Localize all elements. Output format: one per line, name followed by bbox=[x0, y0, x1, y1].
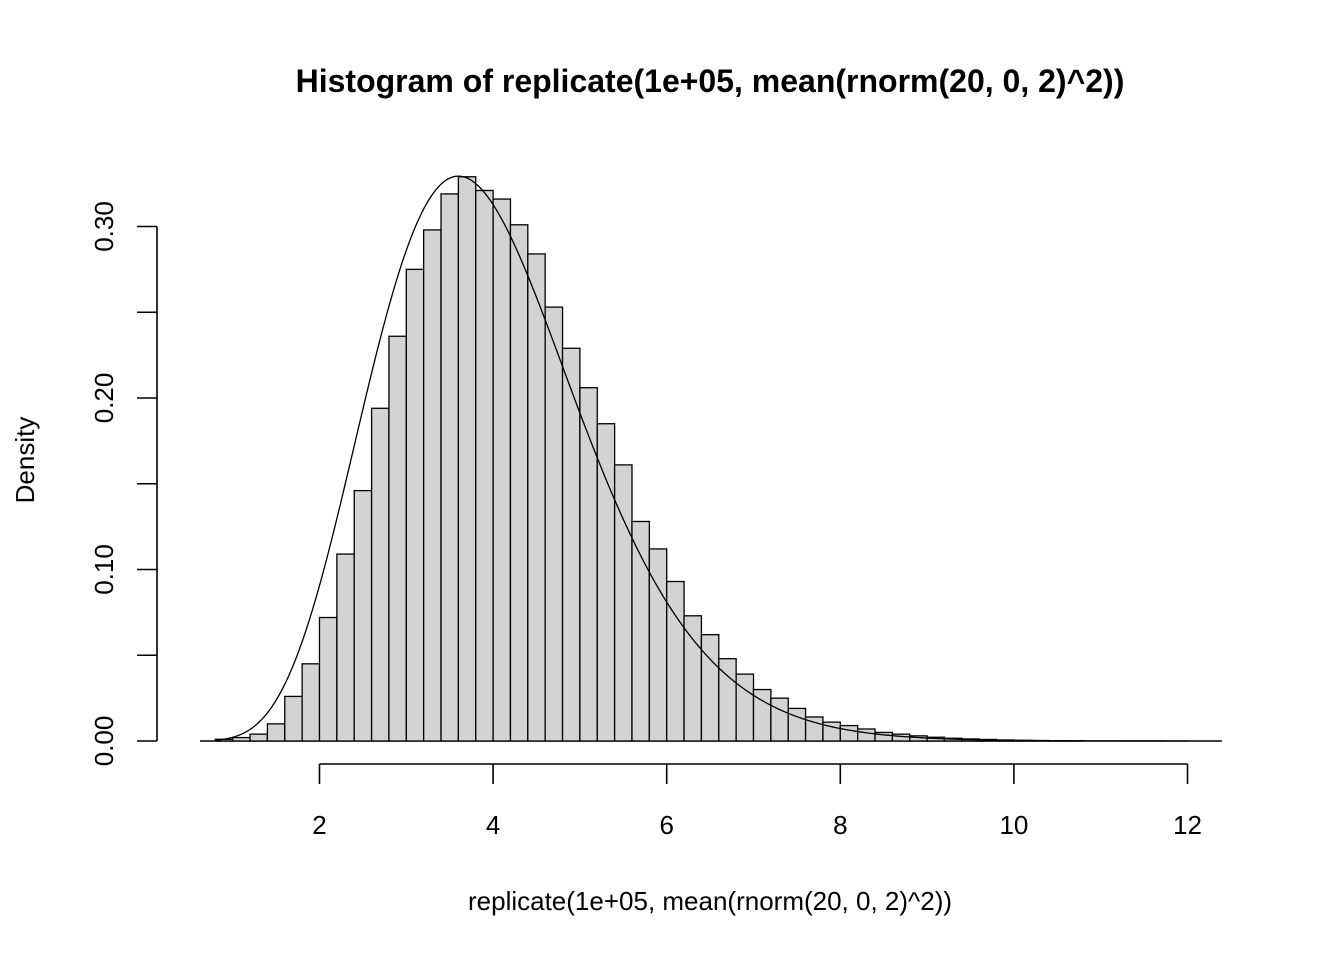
x-tick-label: 6 bbox=[659, 810, 673, 840]
histogram-bar bbox=[735, 673, 755, 742]
histogram-bar bbox=[457, 176, 477, 742]
histogram-bar bbox=[527, 253, 546, 742]
histogram-bar bbox=[683, 615, 703, 742]
x-axis: 2 4 6 8 10 12 bbox=[312, 763, 1202, 840]
histogram-bar bbox=[770, 697, 789, 742]
histogram-bar bbox=[839, 724, 859, 742]
x-axis-label: replicate(1e+05, mean(rnorm(20, 0, 2)^2)… bbox=[468, 886, 952, 916]
histogram-bar bbox=[249, 733, 269, 742]
y-tick-label: 0.10 bbox=[89, 544, 119, 595]
y-tick-label: 0.20 bbox=[89, 373, 119, 424]
histogram-bar bbox=[301, 663, 321, 742]
histogram-bar bbox=[475, 189, 494, 742]
density-curve bbox=[215, 175, 1188, 742]
histogram-bar bbox=[370, 407, 390, 742]
histogram-bar bbox=[336, 553, 355, 742]
y-tick-label: 0.30 bbox=[89, 201, 119, 252]
y-axis: 0.00 0.10 0.20 0.30 bbox=[89, 201, 158, 767]
histogram-bar bbox=[388, 335, 407, 742]
chart-title: Histogram of replicate(1e+05, mean(rnorm… bbox=[296, 63, 1125, 99]
y-tick-label: 0.00 bbox=[89, 716, 119, 767]
histogram-bar bbox=[423, 229, 442, 742]
histogram-bar bbox=[579, 387, 598, 742]
histogram-bar bbox=[440, 193, 460, 742]
x-tick-label: 8 bbox=[833, 810, 847, 840]
histogram-bar bbox=[353, 489, 373, 742]
histogram-bar bbox=[544, 306, 564, 742]
histogram-bar bbox=[232, 736, 251, 742]
histogram-bar bbox=[700, 634, 720, 742]
density-curve-layer bbox=[215, 175, 1188, 742]
x-tick-label: 10 bbox=[999, 810, 1028, 840]
histogram-bar bbox=[891, 733, 911, 742]
histogram-bar bbox=[857, 728, 876, 742]
y-axis-label: Density bbox=[10, 417, 40, 504]
histogram-bar bbox=[787, 707, 807, 742]
histogram-bar bbox=[596, 423, 616, 742]
histogram-bar bbox=[492, 198, 512, 742]
histogram-bar bbox=[284, 695, 303, 742]
histogram-bars bbox=[200, 176, 1222, 742]
histogram-bar bbox=[509, 224, 529, 742]
x-tick-label: 2 bbox=[312, 810, 326, 840]
histogram-bar bbox=[405, 268, 425, 742]
histogram-bar bbox=[266, 723, 286, 742]
histogram-bar bbox=[318, 616, 338, 742]
x-tick-label: 12 bbox=[1173, 810, 1202, 840]
x-tick-label: 4 bbox=[486, 810, 500, 840]
